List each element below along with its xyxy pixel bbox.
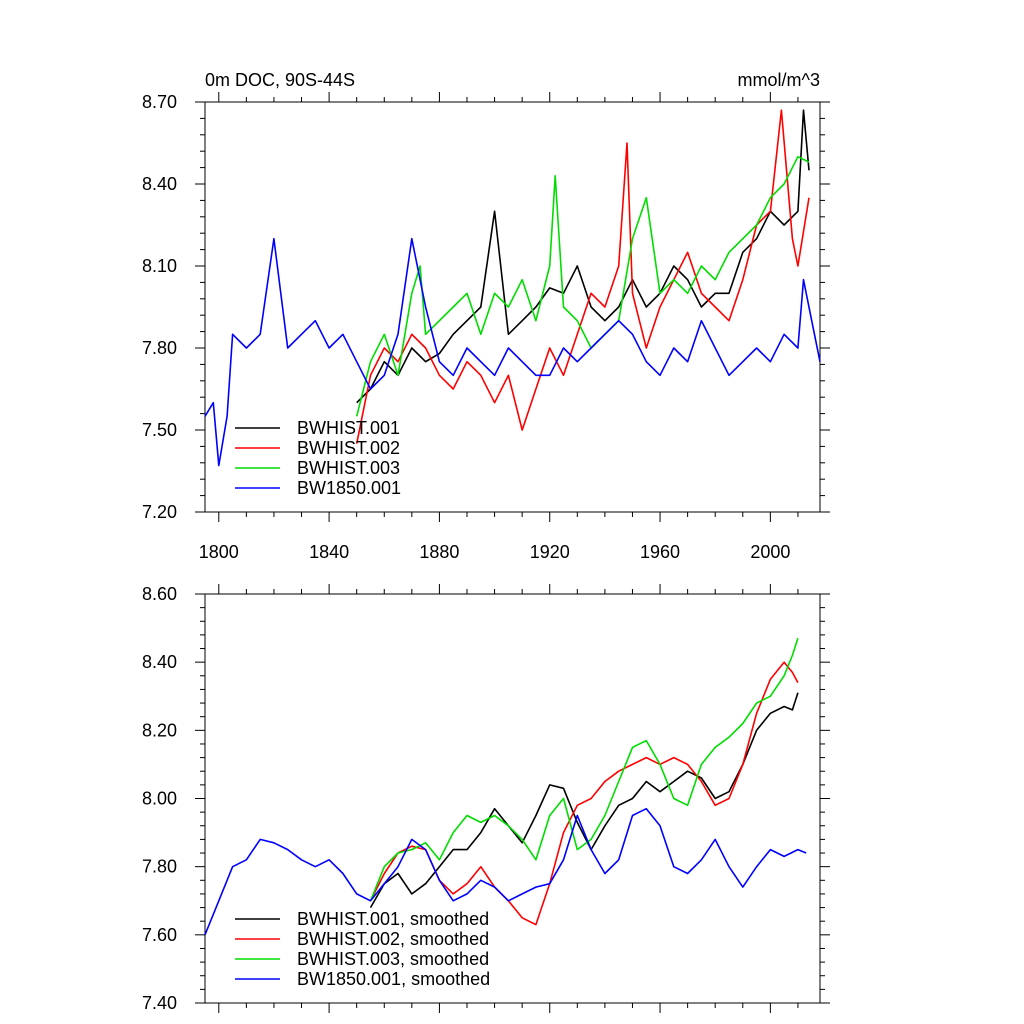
- y-tick-label: 8.10: [142, 256, 177, 276]
- legend-label: BW1850.001: [297, 478, 401, 498]
- y-tick-label: 8.70: [142, 92, 177, 112]
- legend-label: BWHIST.003: [297, 458, 400, 478]
- series-line-bwhist-002: [369, 661, 799, 926]
- y-tick-label: 8.60: [142, 584, 177, 604]
- y-tick-label: 7.20: [142, 502, 177, 522]
- y-tick-label: 8.40: [142, 652, 177, 672]
- x-tick-label: 1880: [419, 542, 459, 562]
- series-line-bwhist-001: [356, 109, 810, 404]
- chart-title: 0m DOC, 90S-44S: [205, 70, 355, 90]
- y-tick-label: 8.40: [142, 174, 177, 194]
- units-label: mmol/m^3: [738, 70, 820, 90]
- x-tick-label: 1840: [309, 542, 349, 562]
- y-tick-label: 7.80: [142, 338, 177, 358]
- legend-label: BWHIST.001: [297, 418, 400, 438]
- legend-label: BWHIST.002: [297, 438, 400, 458]
- series-line-bwhist-002: [355, 109, 810, 444]
- series-line-bwhist-001: [369, 692, 799, 909]
- legend-label: BW1850.001, smoothed: [297, 969, 490, 989]
- series-line-bwhist-003: [355, 155, 810, 417]
- series-line-bw1850-001: [204, 807, 807, 936]
- y-tick-label: 8.20: [142, 720, 177, 740]
- series-line-bw1850-001: [204, 237, 821, 467]
- plot-frame: [204, 101, 821, 513]
- x-tick-label: 1920: [530, 542, 570, 562]
- x-tick-label: 1960: [640, 542, 680, 562]
- y-tick-label: 8.00: [142, 789, 177, 809]
- x-tick-label: 1800: [199, 542, 239, 562]
- y-tick-label: 7.40: [142, 993, 177, 1013]
- y-tick-label: 7.60: [142, 925, 177, 945]
- legend-label: BWHIST.003, smoothed: [297, 949, 489, 969]
- bottom-panel: 7.40 7.60 7.80 8.00 8.20 8.40 8.60 BWHIST.001, …: [142, 584, 830, 1013]
- legend-label: BWHIST.001, smoothed: [297, 909, 489, 929]
- x-tick-label: 2000: [750, 542, 790, 562]
- legend-label: BWHIST.002, smoothed: [297, 929, 489, 949]
- series-line-bwhist-003: [369, 638, 799, 902]
- y-tick-label: 7.50: [142, 420, 177, 440]
- top-panel: 0m DOC, 90S-44S mmol/m^3 7.20 7.50 7.80 8.10 8…: [142, 70, 830, 562]
- y-tick-label: 7.80: [142, 857, 177, 877]
